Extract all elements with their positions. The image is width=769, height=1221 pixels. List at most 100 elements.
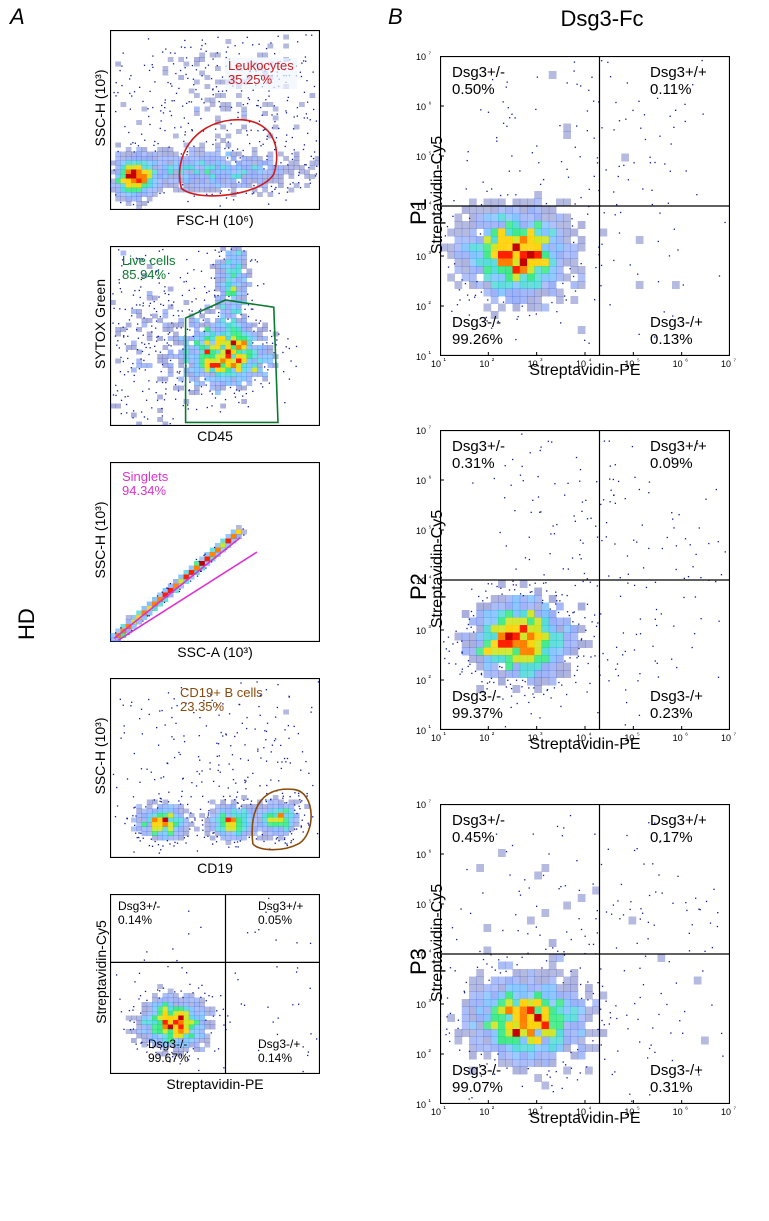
A2-gate-pct: 85.94% (122, 267, 166, 282)
B2-UR-name: Dsg3+/+ (650, 438, 707, 455)
B3-UL-pct: 0.45% (452, 829, 495, 846)
log-tick-x: 10 ⁶ (673, 358, 688, 369)
log-tick-x: 10 ⁴ (576, 1106, 592, 1117)
B1-ylab: Streptavidin-Cy5 (429, 115, 447, 275)
B2-LR-pct: 0.23% (650, 705, 693, 722)
log-tick-y: 10 ⁶ (416, 849, 431, 860)
log-tick-x: 10 ³ (528, 1106, 543, 1117)
A4-xlab: CD19 (110, 860, 320, 876)
log-tick-x: 10 ² (479, 732, 494, 743)
log-tick-y: 10 ³ (416, 999, 431, 1010)
log-tick-y: 10 ⁴ (416, 575, 432, 586)
log-tick-x: 10 ⁷ (721, 1106, 736, 1117)
B3-LL-name: Dsg3-/- (452, 1062, 501, 1079)
A3-gate-annot: Singlets 94.34% (122, 470, 168, 499)
log-tick-y: 10 ¹ (416, 351, 431, 362)
B1-LL-name: Dsg3-/- (452, 314, 501, 331)
B3-UL-name: Dsg3+/- (452, 812, 505, 829)
log-tick-y: 10 ² (416, 675, 431, 686)
B3-UR: Dsg3+/+ 0.17% (650, 812, 707, 847)
A5-UR-name: Dsg3+/+ (258, 899, 303, 913)
log-tick-x: 10 ⁷ (721, 358, 736, 369)
plot-B3-P3 (440, 804, 730, 1104)
log-tick-y: 10 ³ (416, 251, 431, 262)
plot-A1-leukocytes (110, 30, 320, 210)
log-tick-y: 10 ⁴ (416, 201, 432, 212)
panel-B-label: B (388, 4, 403, 30)
A4-gate-annot: CD19+ B cells 23.35% (180, 686, 263, 715)
side-label-HD: HD (14, 608, 40, 640)
A5-LL-name: Dsg3-/- (148, 1037, 187, 1051)
log-tick-y: 10 ⁷ (416, 799, 431, 810)
A5-UL-name: Dsg3+/- (118, 899, 160, 913)
B1-LR-name: Dsg3-/+ (650, 314, 703, 331)
B1-UL: Dsg3+/- 0.50% (452, 64, 505, 99)
A5-LL-pct: 99.67% (148, 1051, 189, 1065)
B3-LR-pct: 0.31% (650, 1079, 693, 1096)
A1-xlab: FSC-H (10⁶) (110, 212, 320, 228)
A5-LR-name: Dsg3-/+ (258, 1037, 300, 1051)
A4-ylab: SSC-H (10³) (92, 691, 108, 821)
B1-UR-pct: 0.11% (650, 81, 691, 98)
B3-UR-pct: 0.17% (650, 829, 693, 846)
log-tick-x: 10 ³ (528, 732, 543, 743)
A5-LR: Dsg3-/+ 0.14% (258, 1038, 300, 1066)
B3-LL-pct: 99.07% (452, 1079, 503, 1096)
log-tick-x: 10 ³ (528, 358, 543, 369)
A3-xlab: SSC-A (10³) (110, 644, 320, 660)
log-tick-x: 10 ¹ (431, 732, 446, 743)
B2-UR-pct: 0.09% (650, 455, 693, 472)
B2-LL-pct: 99.37% (452, 705, 503, 722)
B3-LR-name: Dsg3-/+ (650, 1062, 703, 1079)
B3-LL: Dsg3-/- 99.07% (452, 1062, 503, 1097)
log-tick-y: 10 ² (416, 1049, 431, 1060)
log-tick-x: 10 ¹ (431, 1106, 446, 1117)
B2-LL-name: Dsg3-/- (452, 688, 501, 705)
log-tick-x: 10 ² (479, 1106, 494, 1117)
A5-xlab: Streptavidin-PE (110, 1076, 320, 1092)
A5-UL-pct: 0.14% (118, 913, 152, 927)
B3-LR: Dsg3-/+ 0.31% (650, 1062, 703, 1097)
A1-gate-pct: 35.25% (228, 72, 272, 87)
B2-ylab: Streptavidin-Cy5 (429, 489, 447, 649)
plot-B1-P1 (440, 56, 730, 356)
panel-A-label: A (10, 4, 25, 30)
A5-UL: Dsg3+/- 0.14% (118, 900, 160, 928)
A2-xlab: CD45 (110, 428, 320, 444)
A1-ylab: SSC-H (10³) (92, 43, 108, 173)
figure-root: A B Dsg3-Fc HD P1 P2 P3 SSC-H (10³) FSC-… (0, 0, 769, 1221)
B3-UR-name: Dsg3+/+ (650, 812, 707, 829)
log-tick-y: 10 ⁵ (416, 151, 431, 162)
log-tick-x: 10 ⁴ (576, 358, 592, 369)
A5-UR: Dsg3+/+ 0.05% (258, 900, 303, 928)
A5-LL: Dsg3-/- 99.67% (148, 1038, 189, 1066)
A3-ylab: SSC-H (10³) (92, 475, 108, 605)
A2-gate-annot: Live cells 85.94% (122, 254, 175, 283)
log-tick-y: 10 ⁷ (416, 51, 431, 62)
B1-UL-name: Dsg3+/- (452, 64, 505, 81)
column-B-title: Dsg3-Fc (432, 6, 769, 32)
A5-LR-pct: 0.14% (258, 1051, 292, 1065)
log-tick-y: 10 ⁷ (416, 425, 431, 436)
A5-ylab: Streptavidin-Cy5 (93, 902, 109, 1042)
A2-gate-name: Live cells (122, 253, 175, 268)
B1-LL-pct: 99.26% (452, 331, 503, 348)
log-tick-y: 10 ⁶ (416, 475, 431, 486)
B2-UL-pct: 0.31% (452, 455, 495, 472)
B1-UR: Dsg3+/+ 0.11% (650, 64, 707, 99)
B1-UL-pct: 0.50% (452, 81, 495, 98)
log-tick-x: 10 ⁶ (673, 732, 688, 743)
B3-ylab: Streptavidin-Cy5 (429, 863, 447, 1023)
B2-LR-name: Dsg3-/+ (650, 688, 703, 705)
B2-UL: Dsg3+/- 0.31% (452, 438, 505, 473)
A4-gate-pct: 23.35% (180, 699, 224, 714)
B2-LL: Dsg3-/- 99.37% (452, 688, 503, 723)
log-tick-x: 10 ² (479, 358, 494, 369)
B1-LL: Dsg3-/- 99.26% (452, 314, 503, 349)
B1-LR: Dsg3-/+ 0.13% (650, 314, 703, 349)
B2-LR: Dsg3-/+ 0.23% (650, 688, 703, 723)
log-tick-x: 10 ⁵ (624, 1106, 639, 1117)
B2-UR: Dsg3+/+ 0.09% (650, 438, 707, 473)
A4-gate-name: CD19+ B cells (180, 685, 263, 700)
log-tick-x: 10 ⁴ (576, 732, 592, 743)
